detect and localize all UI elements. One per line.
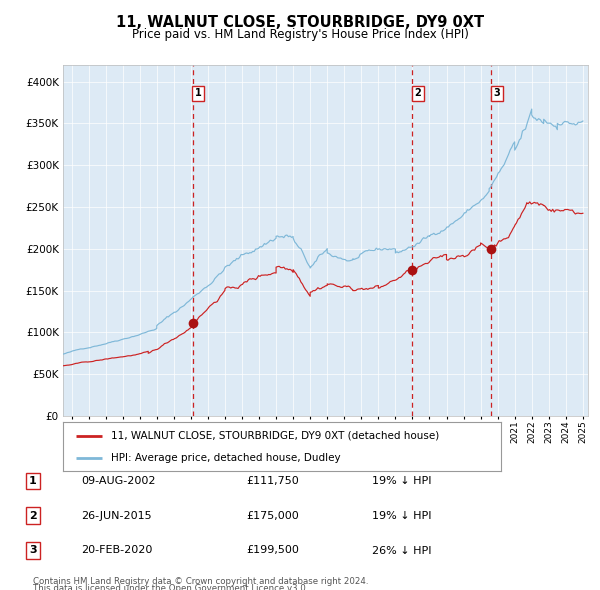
Text: 11, WALNUT CLOSE, STOURBRIDGE, DY9 0XT: 11, WALNUT CLOSE, STOURBRIDGE, DY9 0XT [116,15,484,30]
Text: 11, WALNUT CLOSE, STOURBRIDGE, DY9 0XT (detached house): 11, WALNUT CLOSE, STOURBRIDGE, DY9 0XT (… [111,431,439,441]
Text: 1: 1 [29,476,37,486]
Text: 19% ↓ HPI: 19% ↓ HPI [372,476,431,486]
Text: 19% ↓ HPI: 19% ↓ HPI [372,511,431,520]
Text: 2: 2 [415,88,421,99]
Text: 1: 1 [194,88,202,99]
Text: HPI: Average price, detached house, Dudley: HPI: Average price, detached house, Dudl… [111,453,341,463]
Text: Contains HM Land Registry data © Crown copyright and database right 2024.: Contains HM Land Registry data © Crown c… [33,577,368,586]
Text: £199,500: £199,500 [246,546,299,555]
Text: 20-FEB-2020: 20-FEB-2020 [81,546,152,555]
Text: 3: 3 [29,546,37,555]
Text: This data is licensed under the Open Government Licence v3.0.: This data is licensed under the Open Gov… [33,584,308,590]
Text: 26% ↓ HPI: 26% ↓ HPI [372,546,431,555]
Text: Price paid vs. HM Land Registry's House Price Index (HPI): Price paid vs. HM Land Registry's House … [131,28,469,41]
Text: 09-AUG-2002: 09-AUG-2002 [81,476,155,486]
Text: 2: 2 [29,511,37,520]
Text: £175,000: £175,000 [246,511,299,520]
Text: 26-JUN-2015: 26-JUN-2015 [81,511,152,520]
Text: £111,750: £111,750 [246,476,299,486]
Text: 3: 3 [493,88,500,99]
